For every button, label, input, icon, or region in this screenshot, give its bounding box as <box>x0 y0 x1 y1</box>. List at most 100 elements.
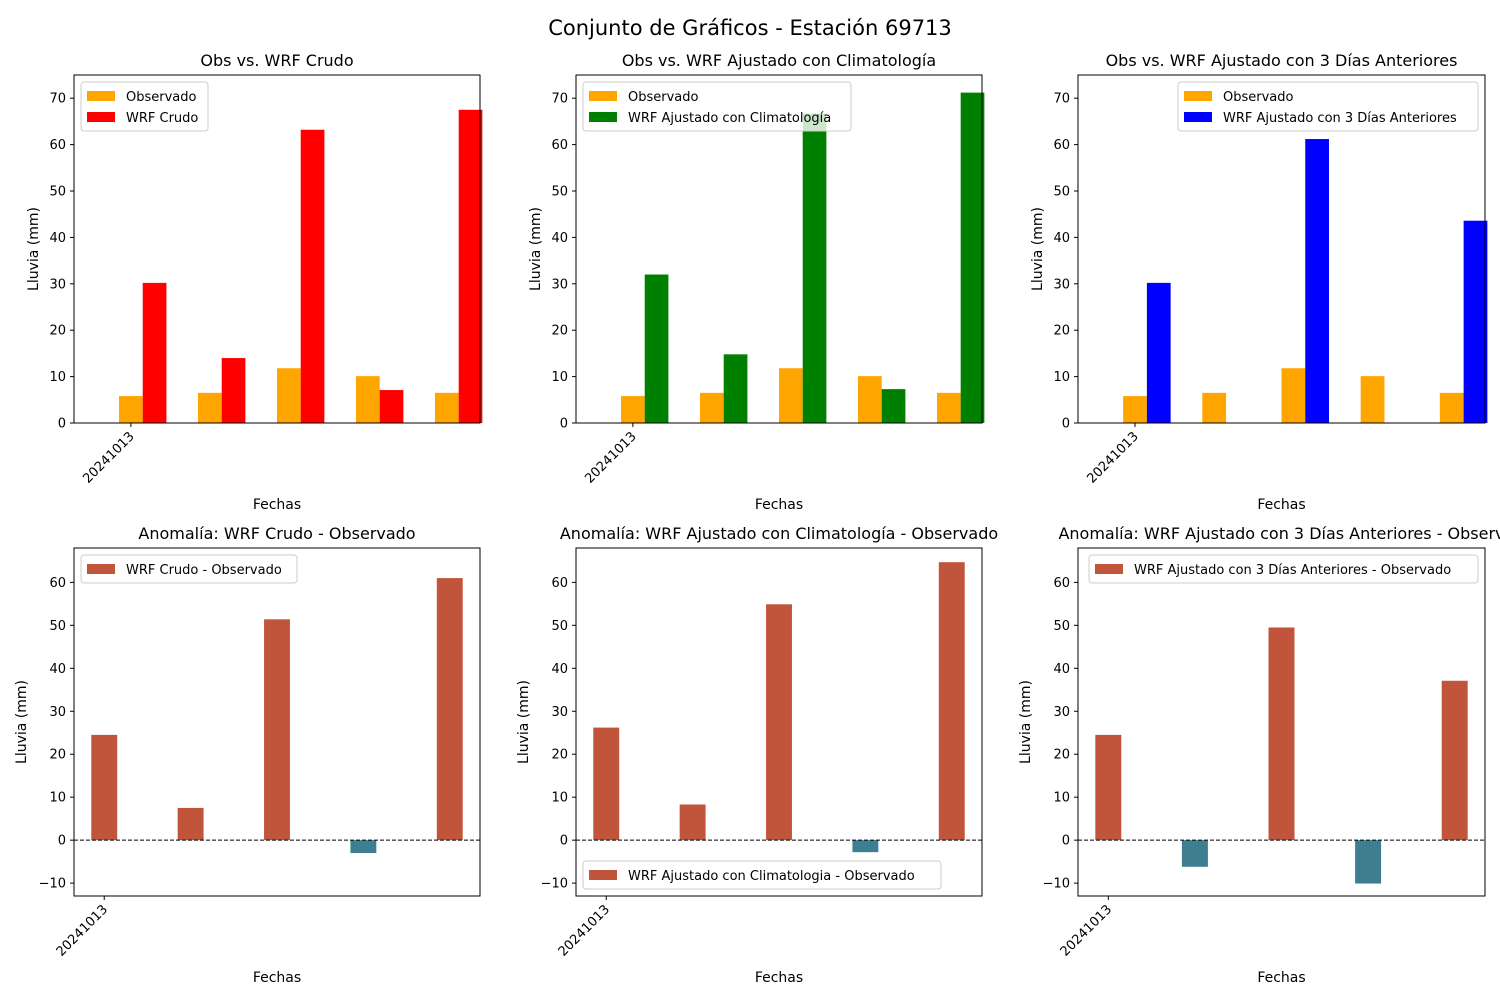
y-tick-label: −10 <box>541 877 568 892</box>
y-tick-label: 20 <box>551 324 568 339</box>
bar-observado-1 <box>1123 396 1147 423</box>
anomaly-bar-5 <box>436 578 463 841</box>
x-axis-label: Fechas <box>253 970 301 986</box>
x-tick-label: 20241013 <box>1084 429 1141 486</box>
x-axis-label: Fechas <box>1257 970 1305 986</box>
x-axis-label: Fechas <box>1257 497 1305 513</box>
y-tick-label: 0 <box>560 417 568 432</box>
chart-title: Anomalía: WRF Ajustado con Climatología … <box>560 524 998 543</box>
y-tick-label: 30 <box>49 705 66 720</box>
legend-swatch <box>87 564 115 574</box>
bar-observado-2 <box>198 392 222 423</box>
legend: WRF Crudo - Observado <box>80 554 298 584</box>
legend: Observado WRF Crudo <box>80 81 209 132</box>
y-tick-label: 10 <box>1053 791 1070 806</box>
bar-wrf-5 <box>1463 220 1488 423</box>
anomaly-bar-4 <box>1355 840 1382 884</box>
legend-box <box>582 860 942 890</box>
y-tick-label: 20 <box>1053 748 1070 763</box>
y-tick-label: 20 <box>551 748 568 763</box>
legend-swatch <box>87 112 115 122</box>
figure-title: Conjunto de Gráficos - Estación 69713 <box>548 16 952 40</box>
bar-observado-5 <box>936 392 961 423</box>
y-tick-label: 40 <box>49 662 66 677</box>
anomaly-bar-5 <box>1441 680 1468 841</box>
legend-label: WRF Ajustado con 3 Días Anteriores - Obs… <box>1134 563 1451 578</box>
y-tick-label: 20 <box>49 748 66 763</box>
x-axis-label: Fechas <box>253 497 301 513</box>
y-tick-label: 40 <box>1053 231 1070 246</box>
axes-frame <box>1077 547 1486 897</box>
chart-title: Obs vs. WRF Ajustado con Climatología <box>622 51 936 70</box>
y-tick-label: 50 <box>1053 619 1070 634</box>
chart-title: Obs vs. WRF Crudo <box>200 51 353 70</box>
y-tick-label: −10 <box>39 877 66 892</box>
anomaly-bar-2 <box>679 804 706 841</box>
y-tick-label: 60 <box>551 576 568 591</box>
y-tick-label: 60 <box>551 138 568 153</box>
y-tick-label: 20 <box>1053 324 1070 339</box>
x-tick-label: 20241013 <box>80 429 137 486</box>
y-axis-label: Lluvia (mm) <box>1018 680 1034 764</box>
bar-wrf-3 <box>300 129 325 423</box>
y-tick-label: 10 <box>551 370 568 385</box>
bar-wrf-1 <box>1146 282 1171 423</box>
y-tick-label: 40 <box>551 662 568 677</box>
x-axis-label: Fechas <box>755 970 803 986</box>
legend: Observado WRF Ajustado con Climatología <box>582 81 852 132</box>
legend-label: WRF Crudo - Observado <box>126 563 282 578</box>
y-axis-label: Lluvia (mm) <box>1030 207 1046 291</box>
chart-panel-4: −10 0 10 20 30 40 50 60 20241013 Fechas Lluvia (mm… <box>14 524 481 986</box>
chart-panel-6: −10 0 10 20 30 40 50 60 20241013 Fechas Lluvia (mm… <box>1018 524 1500 986</box>
y-tick-label: −10 <box>1043 877 1070 892</box>
legend-swatch <box>1184 91 1212 101</box>
bar-observado-4 <box>857 376 882 423</box>
y-tick-label: 60 <box>1053 138 1070 153</box>
y-tick-label: 0 <box>58 834 66 849</box>
axes-frame <box>575 74 983 424</box>
y-tick-label: 0 <box>1062 417 1070 432</box>
legend-swatch <box>87 91 115 101</box>
legend-label: WRF Ajustado con Climatologia - Observad… <box>628 869 915 884</box>
anomaly-bar-2 <box>177 807 204 841</box>
bar-wrf-2 <box>221 358 246 423</box>
y-tick-label: 30 <box>1053 277 1070 292</box>
bar-observado-3 <box>277 368 301 423</box>
y-tick-label: 50 <box>49 185 66 200</box>
axes-frame <box>575 547 983 897</box>
y-tick-label: 50 <box>1053 185 1070 200</box>
bar-observado-3 <box>1281 368 1306 423</box>
y-tick-label: 20 <box>49 324 66 339</box>
y-tick-label: 0 <box>560 834 568 849</box>
y-tick-label: 10 <box>49 370 66 385</box>
y-tick-label: 10 <box>1053 370 1070 385</box>
y-tick-label: 30 <box>551 277 568 292</box>
y-tick-label: 60 <box>1053 576 1070 591</box>
y-axis-label: Lluvia (mm) <box>14 680 30 764</box>
bar-observado-5 <box>434 392 459 423</box>
y-tick-label: 50 <box>49 619 66 634</box>
anomaly-bar-5 <box>938 562 965 841</box>
bar-wrf-4 <box>379 390 404 423</box>
chart-title: Anomalía: WRF Ajustado con 3 Días Anteri… <box>1058 524 1500 543</box>
anomaly-bar-2 <box>1181 840 1208 867</box>
y-tick-label: 60 <box>49 138 66 153</box>
bar-observado-4 <box>355 376 380 423</box>
bar-wrf-1 <box>644 274 669 423</box>
chart-title: Anomalía: WRF Crudo - Observado <box>138 524 415 543</box>
anomaly-bar-4 <box>852 840 879 853</box>
anomaly-bar-4 <box>350 840 377 854</box>
y-axis-label: Lluvia (mm) <box>516 680 532 764</box>
x-axis-label: Fechas <box>755 497 803 513</box>
x-tick-label: 20241013 <box>582 429 639 486</box>
anomaly-bar-1 <box>91 734 118 841</box>
y-tick-label: 70 <box>49 92 66 107</box>
legend-label: Observado <box>126 90 197 105</box>
y-tick-label: 10 <box>551 791 568 806</box>
legend-box <box>80 554 298 584</box>
anomaly-bar-3 <box>264 619 290 841</box>
legend-swatch <box>1184 112 1212 122</box>
legend-swatch <box>1095 564 1123 574</box>
bar-observado-1 <box>119 396 143 423</box>
